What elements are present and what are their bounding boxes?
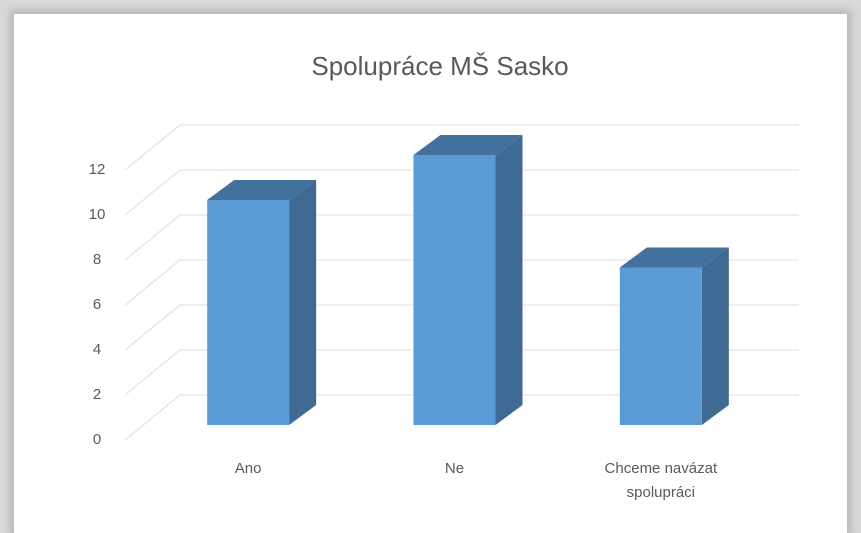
- y-tick-label: 4: [93, 341, 101, 358]
- x-tick-label: Chceme navázat spolupráci: [604, 460, 718, 501]
- grid-line: [124, 124, 181, 171]
- chart-card: Spolupráce MŠ Sasko 0 2 4 6 8 10 12 Ano Ne Chcem…: [14, 14, 847, 533]
- grid-line: [124, 259, 181, 306]
- bar-top: [413, 135, 523, 155]
- y-tick-label: 8: [93, 251, 101, 268]
- y-tick-label: 10: [89, 206, 106, 223]
- y-tick-label: 6: [93, 296, 101, 313]
- y-tick-label: 2: [93, 386, 101, 403]
- bar-side: [495, 135, 523, 425]
- y-tick-label: 0: [93, 431, 101, 448]
- bar-top: [207, 180, 317, 200]
- grid-line: [124, 304, 181, 351]
- grid-line: [124, 394, 181, 441]
- bar-side: [289, 180, 317, 425]
- bar: [413, 155, 496, 425]
- bar: [619, 267, 702, 425]
- grid-line: [124, 169, 181, 216]
- chart: Spolupráce MŠ Sasko 0 2 4 6 8 10 12: [89, 51, 799, 448]
- y-tick-label: 12: [89, 161, 106, 178]
- x-tick-label: Ano: [234, 460, 262, 477]
- bar: [207, 200, 290, 425]
- bar-side: [701, 247, 729, 425]
- chart-title: Spolupráce MŠ Sasko: [311, 51, 568, 81]
- bar-top: [619, 247, 729, 268]
- grid-line: [124, 349, 181, 396]
- x-tick-label: Ne: [444, 460, 465, 477]
- grid-line: [124, 214, 181, 261]
